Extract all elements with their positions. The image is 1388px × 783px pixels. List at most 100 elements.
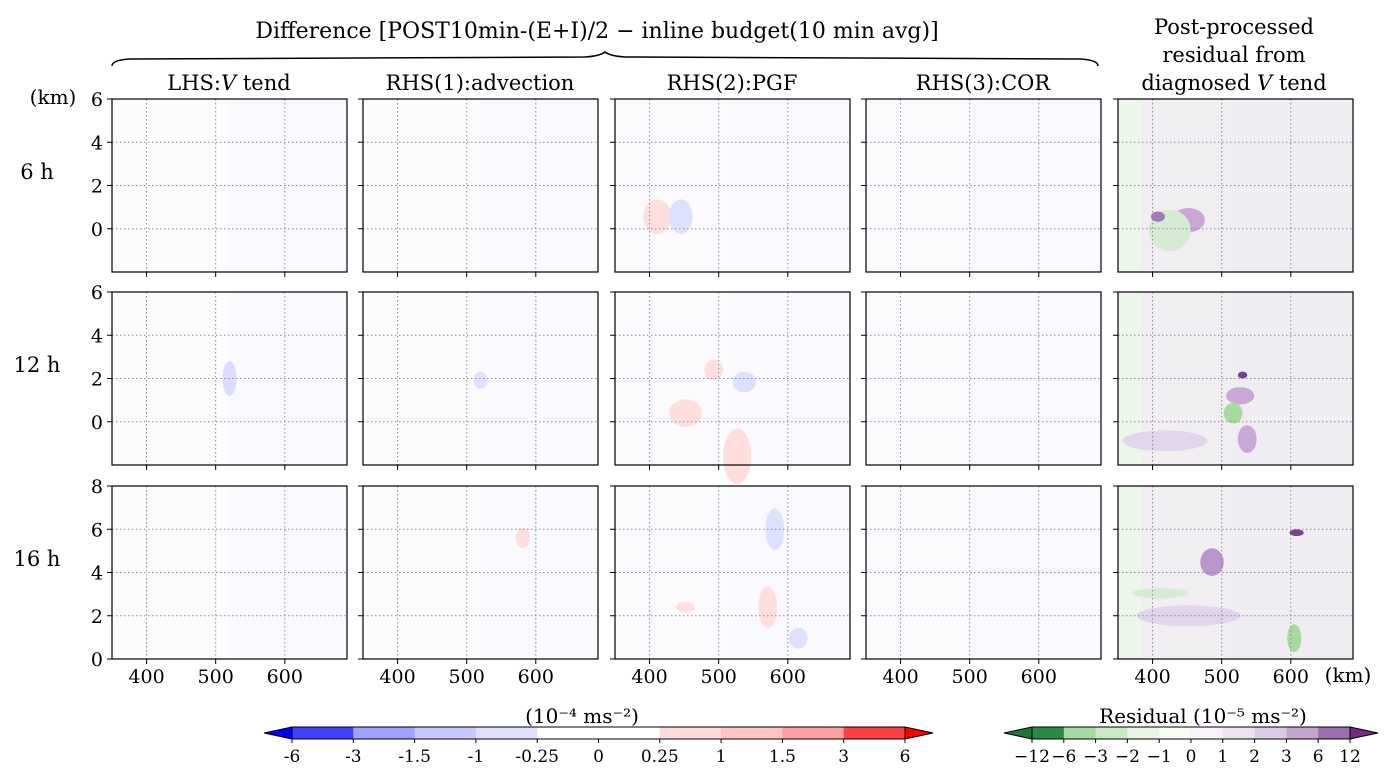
panel-r1-c4: [1113, 291, 1354, 470]
colorbar-swatch: [721, 727, 783, 739]
colorbar-swatch: [1159, 727, 1192, 739]
contour-patch: [1132, 588, 1189, 599]
panel-field-left: [363, 486, 481, 659]
contour-patch: [758, 586, 778, 628]
group-brace: [111, 51, 1099, 67]
colorbar-tick-label: 6: [1313, 747, 1324, 767]
colorbar-swatch: [843, 727, 906, 739]
colorbar-tick-label: 1.5: [769, 747, 796, 767]
y-tick-label: 6: [91, 89, 103, 111]
contour-patch: [515, 527, 530, 549]
y-tick-label: 0: [91, 649, 103, 671]
y-tick-label: 6: [91, 282, 103, 304]
colorbar-tick-label: −1: [1147, 747, 1172, 767]
colorbar-tick-label: 3: [838, 747, 849, 767]
y-tick-label: 2: [91, 606, 103, 628]
contour-patch: [1122, 430, 1208, 452]
panel-field-left: [112, 99, 230, 272]
panel-r0-c4: [1113, 98, 1354, 277]
panel-r1-c0: 0 2 4 6: [91, 282, 348, 470]
panel-field-left: [866, 99, 984, 272]
colorbar-swatch: [414, 727, 477, 739]
contour-patch: [1226, 387, 1255, 405]
colorbar-tick-label: -1.5: [398, 747, 431, 767]
col-title-cor: RHS(3):COR: [916, 71, 1052, 95]
colorbar-tick-label: 6: [900, 747, 911, 767]
colorbar-swatch: [1063, 727, 1097, 739]
x-tick-label: 600: [1273, 666, 1309, 688]
contour-patch: [1223, 402, 1243, 424]
x-tick-label: 400: [1134, 666, 1170, 688]
contour-patch: [643, 199, 672, 234]
x-tick-label: 400: [882, 666, 918, 688]
y-tick-label: 2: [91, 176, 103, 198]
panel-r2-c1: 400 500 600: [358, 485, 599, 688]
group-title: Difference [POST10min-(E+I)/2 − inline b…: [255, 19, 938, 44]
colorbar-swatch: [537, 727, 599, 739]
x-tick-label: 500: [701, 666, 737, 688]
colorbar-tick-label: -0.25: [515, 747, 559, 767]
contour-patch: [732, 371, 756, 393]
colorbar-swatch: [1286, 727, 1319, 739]
panel-field-left: [866, 486, 984, 659]
panel-r0-c2: [610, 98, 851, 277]
colorbar-swatch: [1127, 727, 1160, 739]
contour-patch: [669, 199, 693, 234]
panel-field-left: [363, 292, 481, 465]
col-title-lhs: LHS:V tend: [167, 71, 290, 95]
x-tick-label: 400: [379, 666, 415, 688]
row-label: 16 h: [14, 547, 61, 571]
y-tick-label: 0: [91, 412, 103, 434]
row-label: 12 h: [14, 353, 61, 377]
panel-field-green-band: [1118, 292, 1142, 465]
contour-patch: [473, 371, 488, 389]
panel-field-left: [112, 292, 230, 465]
y-tick-label: 4: [91, 132, 103, 154]
right-title-line-3: diagnosed V tend: [1141, 71, 1326, 95]
x-tick-label: 500: [952, 666, 988, 688]
panel-field-left: [866, 292, 984, 465]
colorbar-extend-right: [904, 726, 934, 740]
y-tick-label: 8: [91, 476, 103, 498]
y-tick-label: 6: [91, 519, 103, 541]
y-tick-label: 4: [91, 563, 103, 585]
colorbar-swatch: [1191, 727, 1224, 739]
contour-patch: [723, 428, 752, 485]
colorbar-tick-label: 1: [1217, 747, 1228, 767]
colorbar-extend-right: [1349, 726, 1379, 740]
y-tick-label: 0: [91, 219, 103, 241]
colorbar-tick-label: 3: [1281, 747, 1292, 767]
colorbar-tick-label: 0: [593, 747, 604, 767]
panel-field-green-band: [1118, 99, 1142, 272]
colorbar-swatch: [1222, 727, 1256, 739]
colorbar-tick-label: 12: [1339, 747, 1361, 767]
colorbars: -6 -3 -1.5 -1 -0.25 0 0.25 1 1.5 3 6(10⁻⁴ ms⁻²)−12…: [263, 704, 1379, 767]
colorbar-tick-label: 1: [716, 747, 727, 767]
col-title-advection: RHS(1):advection: [386, 71, 575, 95]
panel-r1-c2: [610, 291, 851, 485]
contour-patch: [1200, 548, 1224, 576]
panel-r0-c1: [358, 98, 599, 277]
panel-field-green-band: [1118, 486, 1142, 659]
colorbar-swatch: [475, 727, 538, 739]
panel-field-left: [363, 99, 481, 272]
colorbar-swatch: [1095, 727, 1128, 739]
contour-patch: [788, 627, 808, 649]
panel-r2-c4: 400 500 600: [1113, 485, 1354, 688]
colorbar-tick-label: -1: [468, 747, 485, 767]
panel-field-left: [615, 486, 733, 659]
colorbar-swatch: [292, 727, 354, 739]
x-tick-label: 600: [770, 666, 806, 688]
y-tick-label: 4: [91, 325, 103, 347]
colorbar-label: Residual (10⁻⁵ ms⁻²): [1099, 704, 1307, 728]
contour-patch: [1136, 605, 1241, 627]
colorbar-tick-label: −6: [1051, 747, 1076, 767]
colorbar-tick-label: -3: [345, 747, 362, 767]
contour-patch: [1237, 371, 1248, 379]
panel-field-left: [615, 99, 733, 272]
colorbar-swatch: [1318, 727, 1351, 739]
contour-patch: [1237, 425, 1257, 453]
x-tick-label: 400: [631, 666, 667, 688]
